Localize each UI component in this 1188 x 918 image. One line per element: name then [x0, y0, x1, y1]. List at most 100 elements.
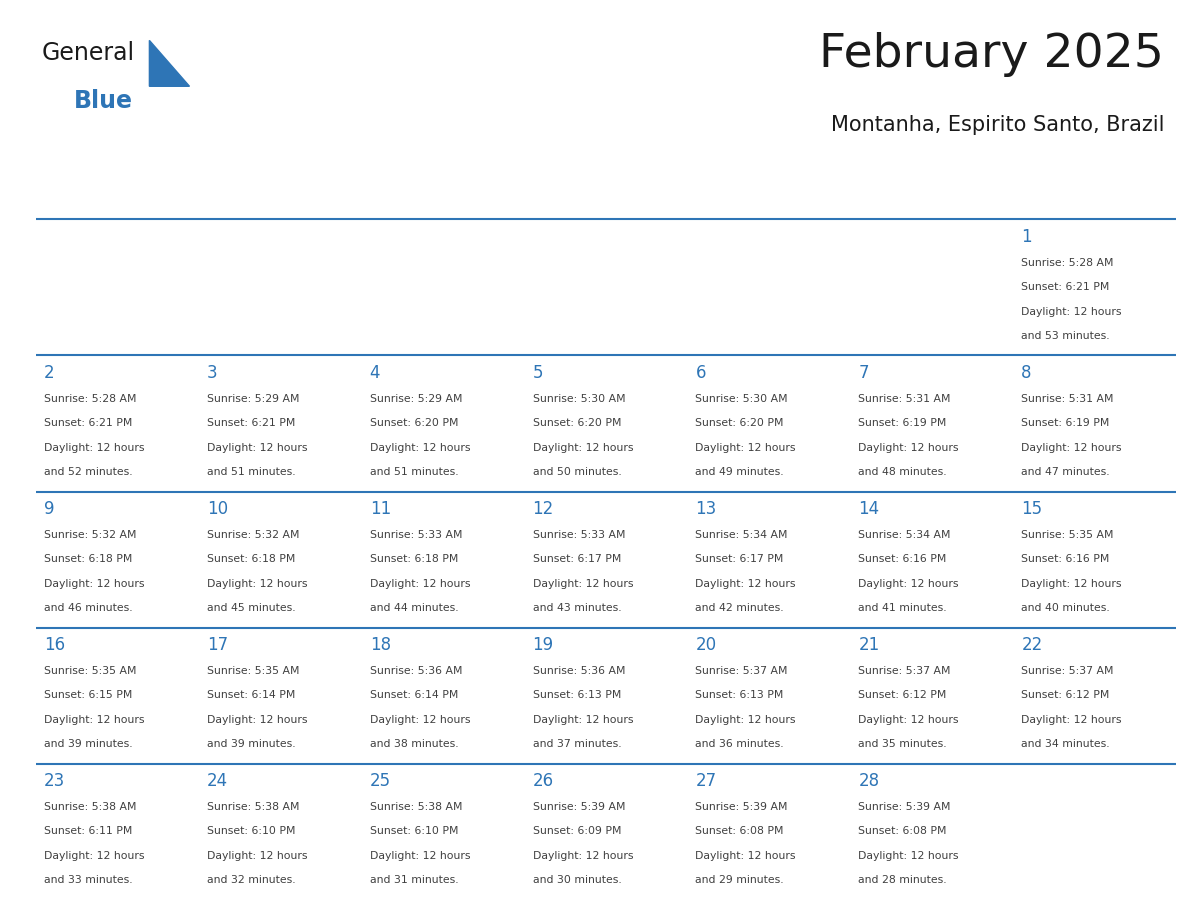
Text: Friday: Friday — [860, 187, 910, 202]
Text: Sunset: 6:21 PM: Sunset: 6:21 PM — [1022, 282, 1110, 292]
Text: Daylight: 12 hours: Daylight: 12 hours — [207, 714, 308, 724]
Text: Sunset: 6:21 PM: Sunset: 6:21 PM — [44, 418, 132, 428]
Text: Daylight: 12 hours: Daylight: 12 hours — [1022, 578, 1121, 588]
Text: 19: 19 — [532, 636, 554, 654]
Text: 21: 21 — [859, 636, 879, 654]
Text: and 34 minutes.: and 34 minutes. — [1022, 739, 1110, 749]
Text: 25: 25 — [369, 772, 391, 789]
Text: 22: 22 — [1022, 636, 1043, 654]
Text: Sunday: Sunday — [45, 187, 106, 202]
Text: Daylight: 12 hours: Daylight: 12 hours — [44, 714, 144, 724]
Text: and 53 minutes.: and 53 minutes. — [1022, 331, 1110, 341]
Text: Sunrise: 5:35 AM: Sunrise: 5:35 AM — [207, 666, 299, 676]
Text: Sunset: 6:13 PM: Sunset: 6:13 PM — [695, 690, 784, 700]
Text: Sunset: 6:20 PM: Sunset: 6:20 PM — [532, 418, 621, 428]
Text: Daylight: 12 hours: Daylight: 12 hours — [369, 714, 470, 724]
Text: Sunset: 6:10 PM: Sunset: 6:10 PM — [207, 826, 295, 836]
Text: 12: 12 — [532, 499, 554, 518]
Text: and 36 minutes.: and 36 minutes. — [695, 739, 784, 749]
Text: 3: 3 — [207, 364, 217, 382]
Text: and 31 minutes.: and 31 minutes. — [369, 875, 459, 885]
Text: Sunset: 6:20 PM: Sunset: 6:20 PM — [695, 418, 784, 428]
Text: Tuesday: Tuesday — [372, 187, 437, 202]
Text: Sunrise: 5:36 AM: Sunrise: 5:36 AM — [369, 666, 462, 676]
Text: Sunset: 6:17 PM: Sunset: 6:17 PM — [695, 554, 784, 564]
Text: Sunset: 6:11 PM: Sunset: 6:11 PM — [44, 826, 132, 836]
Text: Daylight: 12 hours: Daylight: 12 hours — [207, 442, 308, 453]
Text: Sunrise: 5:38 AM: Sunrise: 5:38 AM — [207, 801, 299, 812]
Text: and 28 minutes.: and 28 minutes. — [859, 875, 947, 885]
Text: and 48 minutes.: and 48 minutes. — [859, 467, 947, 477]
Text: Sunrise: 5:37 AM: Sunrise: 5:37 AM — [859, 666, 950, 676]
Text: 10: 10 — [207, 499, 228, 518]
Text: Sunset: 6:19 PM: Sunset: 6:19 PM — [1022, 418, 1110, 428]
Text: 13: 13 — [695, 499, 716, 518]
Text: Daylight: 12 hours: Daylight: 12 hours — [1022, 714, 1121, 724]
Text: 2: 2 — [44, 364, 55, 382]
Text: Sunrise: 5:35 AM: Sunrise: 5:35 AM — [44, 666, 137, 676]
Text: 27: 27 — [695, 772, 716, 789]
Text: 23: 23 — [44, 772, 65, 789]
Text: Sunrise: 5:28 AM: Sunrise: 5:28 AM — [1022, 258, 1114, 267]
Text: 28: 28 — [859, 772, 879, 789]
Text: Sunrise: 5:32 AM: Sunrise: 5:32 AM — [207, 530, 299, 540]
Text: Sunset: 6:12 PM: Sunset: 6:12 PM — [859, 690, 947, 700]
Text: Daylight: 12 hours: Daylight: 12 hours — [695, 851, 796, 861]
Text: 16: 16 — [44, 636, 65, 654]
Text: Sunset: 6:13 PM: Sunset: 6:13 PM — [532, 690, 621, 700]
Text: and 52 minutes.: and 52 minutes. — [44, 467, 132, 477]
Text: Daylight: 12 hours: Daylight: 12 hours — [369, 442, 470, 453]
Text: and 29 minutes.: and 29 minutes. — [695, 875, 784, 885]
Text: Daylight: 12 hours: Daylight: 12 hours — [695, 578, 796, 588]
Text: Sunrise: 5:28 AM: Sunrise: 5:28 AM — [44, 394, 137, 404]
Text: Sunset: 6:14 PM: Sunset: 6:14 PM — [207, 690, 295, 700]
Text: General: General — [42, 41, 134, 65]
Text: 9: 9 — [44, 499, 55, 518]
Text: and 43 minutes.: and 43 minutes. — [532, 603, 621, 613]
Text: Sunset: 6:18 PM: Sunset: 6:18 PM — [369, 554, 459, 564]
Text: and 39 minutes.: and 39 minutes. — [44, 739, 132, 749]
Text: Daylight: 12 hours: Daylight: 12 hours — [369, 851, 470, 861]
Text: Daylight: 12 hours: Daylight: 12 hours — [532, 578, 633, 588]
Text: Daylight: 12 hours: Daylight: 12 hours — [859, 578, 959, 588]
Text: and 50 minutes.: and 50 minutes. — [532, 467, 621, 477]
Text: and 51 minutes.: and 51 minutes. — [207, 467, 296, 477]
Text: and 45 minutes.: and 45 minutes. — [207, 603, 296, 613]
Text: Daylight: 12 hours: Daylight: 12 hours — [859, 442, 959, 453]
Text: 15: 15 — [1022, 499, 1042, 518]
Text: and 40 minutes.: and 40 minutes. — [1022, 603, 1110, 613]
Text: 24: 24 — [207, 772, 228, 789]
Text: Sunset: 6:08 PM: Sunset: 6:08 PM — [695, 826, 784, 836]
Text: Sunrise: 5:30 AM: Sunrise: 5:30 AM — [532, 394, 625, 404]
Text: Sunrise: 5:38 AM: Sunrise: 5:38 AM — [369, 801, 462, 812]
Text: 6: 6 — [695, 364, 706, 382]
Text: Sunset: 6:18 PM: Sunset: 6:18 PM — [44, 554, 132, 564]
Text: 5: 5 — [532, 364, 543, 382]
Text: Sunset: 6:16 PM: Sunset: 6:16 PM — [859, 554, 947, 564]
Text: Sunrise: 5:36 AM: Sunrise: 5:36 AM — [532, 666, 625, 676]
Text: and 42 minutes.: and 42 minutes. — [695, 603, 784, 613]
Text: Sunrise: 5:39 AM: Sunrise: 5:39 AM — [695, 801, 788, 812]
Text: and 38 minutes.: and 38 minutes. — [369, 739, 459, 749]
Text: Sunrise: 5:31 AM: Sunrise: 5:31 AM — [859, 394, 950, 404]
Text: and 44 minutes.: and 44 minutes. — [369, 603, 459, 613]
Text: Sunrise: 5:33 AM: Sunrise: 5:33 AM — [532, 530, 625, 540]
Text: Sunrise: 5:39 AM: Sunrise: 5:39 AM — [859, 801, 950, 812]
Text: Sunrise: 5:30 AM: Sunrise: 5:30 AM — [695, 394, 788, 404]
Text: Wednesday: Wednesday — [535, 187, 628, 202]
Text: Sunset: 6:20 PM: Sunset: 6:20 PM — [369, 418, 459, 428]
Text: Sunset: 6:19 PM: Sunset: 6:19 PM — [859, 418, 947, 428]
Text: Sunrise: 5:34 AM: Sunrise: 5:34 AM — [859, 530, 950, 540]
Text: Sunrise: 5:39 AM: Sunrise: 5:39 AM — [532, 801, 625, 812]
Text: 8: 8 — [1022, 364, 1032, 382]
Text: and 51 minutes.: and 51 minutes. — [369, 467, 459, 477]
Text: Sunset: 6:12 PM: Sunset: 6:12 PM — [1022, 690, 1110, 700]
Polygon shape — [150, 40, 190, 86]
Text: Daylight: 12 hours: Daylight: 12 hours — [207, 851, 308, 861]
Text: and 47 minutes.: and 47 minutes. — [1022, 467, 1110, 477]
Text: Daylight: 12 hours: Daylight: 12 hours — [44, 578, 144, 588]
Text: Sunset: 6:17 PM: Sunset: 6:17 PM — [532, 554, 621, 564]
Text: 17: 17 — [207, 636, 228, 654]
Text: Sunrise: 5:33 AM: Sunrise: 5:33 AM — [369, 530, 462, 540]
Text: Monday: Monday — [208, 187, 272, 202]
